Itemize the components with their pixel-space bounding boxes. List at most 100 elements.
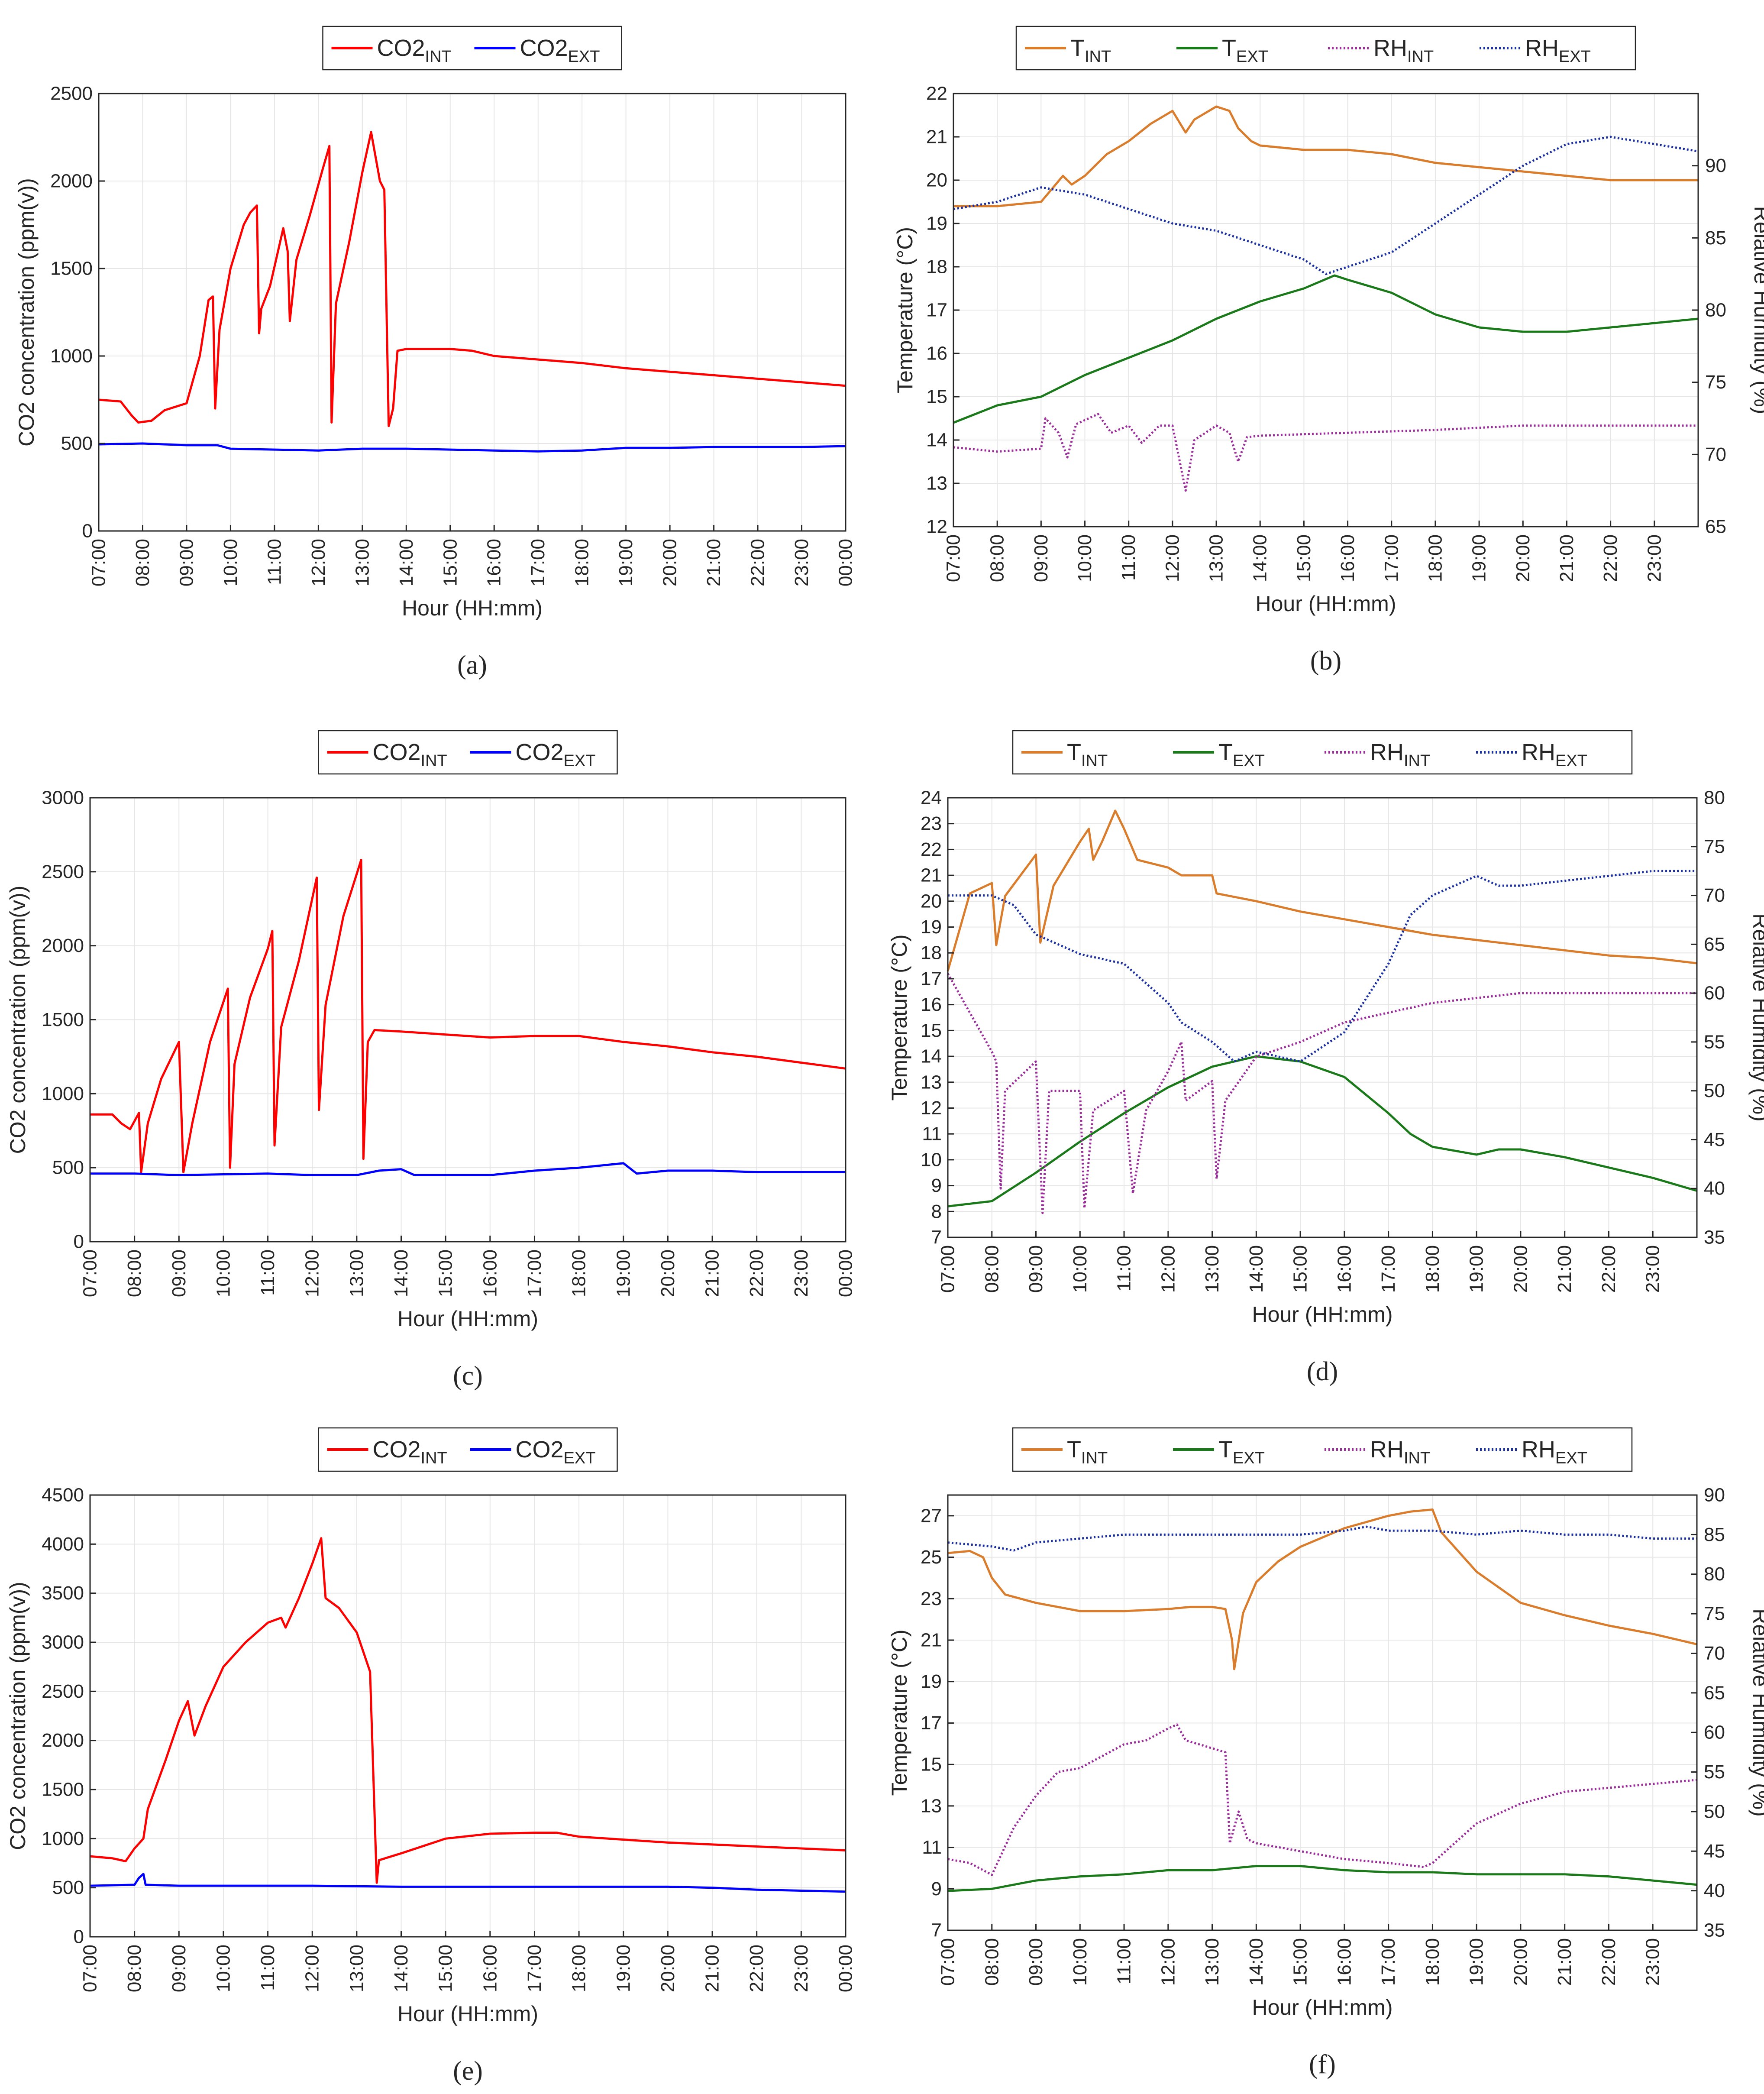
y2-axis-label: Relative Humidity (%) [1750, 206, 1764, 414]
legend-name: RH [1370, 739, 1404, 765]
x-tick-label: 00:00 [835, 539, 856, 586]
x-tick-label: 16:00 [484, 539, 505, 586]
y-tick-label: 15 [921, 1020, 942, 1041]
y-tick-label: 2500 [50, 83, 93, 104]
axes-box [98, 93, 846, 532]
legend-subscript: INT [1404, 752, 1430, 770]
y-tick-label: 1000 [42, 1828, 84, 1849]
legend-name: RH [1522, 1437, 1555, 1463]
x-tick-label: 22:00 [1598, 1938, 1619, 1986]
legend-label: TINT [1067, 739, 1108, 770]
y2-tick-label: 35 [1704, 1920, 1725, 1941]
plot-area [90, 1495, 846, 1937]
panel-label: (a) [457, 651, 487, 680]
x-tick-label: 16:00 [1334, 1938, 1355, 1986]
x-tick-label: 15:00 [435, 1249, 456, 1297]
x-tick-label: 13:00 [1206, 534, 1227, 582]
panel-label: (c) [453, 1361, 483, 1391]
x-tick-label: 16:00 [479, 1945, 501, 1992]
y-tick-label: 0 [74, 1231, 84, 1253]
y-tick-label: 15 [926, 386, 947, 408]
x-tick-label: 14:00 [1246, 1245, 1267, 1293]
x-tick-label: 11:00 [1118, 534, 1139, 581]
x-tick-label: 18:00 [1422, 1938, 1443, 1986]
y-tick-labels: 12 13 14 15 16 17 18 19 20 21 22 [926, 83, 960, 537]
legend-name: CO2 [373, 739, 421, 765]
x-tick-label: 19:00 [613, 1945, 634, 1992]
y2-tick-label: 90 [1704, 1485, 1725, 1506]
y2-tick-label: 40 [1704, 1880, 1725, 1901]
y-tick-label: 500 [61, 433, 93, 454]
x-tick-label: 15:00 [1290, 1938, 1311, 1986]
series-group [90, 1537, 846, 1893]
x-tick-label: 20:00 [659, 539, 681, 586]
legend-label: TINT [1067, 1437, 1108, 1467]
legend-box [318, 730, 618, 775]
y-tick-label: 11 [922, 1837, 942, 1858]
y-tick-label: 0 [82, 521, 93, 542]
y-tick-label: 18 [926, 256, 947, 278]
x-tick-label: 16:00 [1334, 1245, 1355, 1293]
legend-label: RHEXT [1522, 1437, 1587, 1467]
x-tick-label: 11:00 [257, 1945, 278, 1991]
y-tick-label: 4000 [42, 1534, 84, 1555]
x-tick-label: 13:00 [346, 1249, 367, 1297]
series-line-t-int [953, 105, 1698, 207]
y-tick-label: 1500 [42, 1009, 84, 1030]
chart-panel-d: 07:00 08:00 09:00 10:00 11:00 12:00 13:00 14:00… [887, 730, 1764, 1386]
legend-subscript: INT [425, 48, 452, 66]
x-tick-label: 13:00 [1202, 1245, 1223, 1293]
y-tick-label: 19 [921, 916, 942, 938]
legend-subscript: EXT [564, 752, 596, 770]
y2-tick-label: 45 [1704, 1841, 1725, 1862]
series-line-rh-ext [948, 870, 1697, 1063]
series-group [98, 131, 846, 453]
y-tick-labels: 7 9 11 13 15 17 19 21 23 25 27 [921, 1505, 954, 1941]
axes-box [89, 1494, 846, 1938]
legend-name: RH [1522, 739, 1555, 765]
legend-name: CO2 [373, 1437, 421, 1463]
x-tick-label: 19:00 [1469, 534, 1490, 582]
grid [947, 1495, 1697, 1931]
x-tick-label: 09:00 [176, 539, 197, 586]
y-tick-label: 500 [52, 1157, 84, 1178]
legend-box [1012, 730, 1633, 775]
series-line-co2-int [90, 1537, 846, 1884]
x-tick-label: 22:00 [747, 539, 769, 586]
legend-box [1015, 26, 1636, 71]
legend-name: T [1067, 1437, 1081, 1463]
y-axis-label: CO2 concentration (ppm(v)) [14, 178, 39, 447]
legend-subscript: EXT [1559, 48, 1591, 66]
legend-name: T [1218, 739, 1233, 765]
y-tick-label: 17 [926, 300, 947, 321]
legend-label: TINT [1070, 35, 1111, 66]
legend-label: CO2INT [373, 1437, 447, 1467]
x-tick-label: 07:00 [937, 1938, 959, 1986]
x-tick-labels: 07:00 08:00 09:00 10:00 11:00 12:00 13:00 14:00… [80, 1236, 856, 1297]
y-tick-label: 7 [931, 1227, 942, 1248]
x-tick-label: 21:00 [1556, 534, 1577, 582]
legend-subscript: EXT [1236, 48, 1268, 66]
y2-tick-labels: 35 40 45 50 55 60 65 70 75 80 85 90 [1691, 1485, 1725, 1941]
plot-area [948, 1495, 1697, 1930]
y-tick-label: 16 [926, 343, 947, 364]
legend-subscript: EXT [568, 48, 600, 66]
x-tick-label: 14:00 [1246, 1938, 1267, 1986]
legend-label: TEXT [1222, 35, 1268, 66]
x-tick-label: 00:00 [835, 1249, 856, 1297]
series-line-rh-int [947, 973, 1697, 1214]
x-tick-label: 14:00 [391, 1249, 412, 1297]
y-tick-label: 19 [926, 213, 947, 234]
x-tick-labels: 07:00 08:00 09:00 10:00 11:00 12:00 13:00 14:00… [937, 1924, 1664, 1986]
x-tick-label: 12:00 [1157, 1938, 1179, 1986]
y-tick-label: 16 [921, 994, 942, 1015]
y-axis-label: CO2 concentration (ppm(v)) [6, 1582, 30, 1850]
y-axis-label: Temperature (°C) [893, 227, 917, 393]
x-tick-label: 17:00 [1378, 1245, 1399, 1293]
series-line-co2-int [90, 859, 846, 1173]
x-tick-label: 17:00 [1381, 534, 1402, 582]
y-tick-label: 15 [921, 1754, 942, 1775]
y-tick-label: 27 [921, 1505, 942, 1526]
series-line-rh-int [953, 413, 1698, 492]
y2-tick-label: 85 [1704, 1524, 1725, 1545]
